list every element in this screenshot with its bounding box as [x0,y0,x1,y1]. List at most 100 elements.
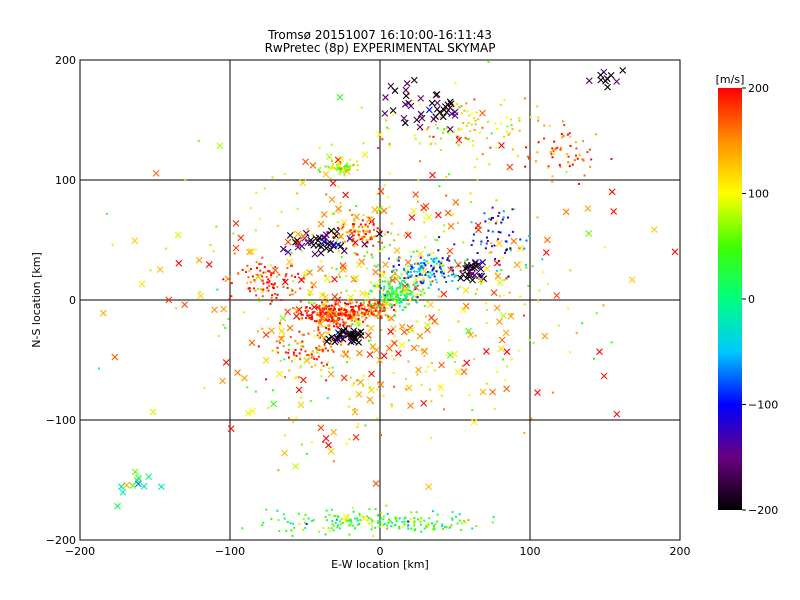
dot-marker [498,263,501,266]
x-marker [469,276,476,284]
y-tick-label: −100 [46,414,76,427]
dot-marker [367,303,370,306]
dot-marker [286,520,289,523]
dot-marker [347,405,350,408]
dot-marker [257,297,260,300]
dot-marker [391,294,394,297]
dot-marker [399,283,402,286]
x-marker [278,327,286,335]
x-marker [337,331,345,338]
dot-marker [376,417,379,420]
dot-marker [511,208,514,211]
dot-marker [399,257,402,260]
dot-marker [398,301,401,304]
x-marker [454,261,462,269]
dot-marker [387,283,390,286]
dot-marker [367,378,370,381]
x-marker [410,344,418,352]
dot-marker [197,139,200,142]
dot-marker [390,285,393,288]
dot-marker [326,310,329,313]
dot-marker [331,334,334,337]
dot-marker [313,310,316,313]
dot-marker [490,218,493,221]
dot-marker [434,278,437,281]
x-marker [123,481,130,489]
dot-marker [222,278,225,281]
dot-marker [328,530,331,533]
dot-marker [261,327,264,330]
dot-marker [439,264,442,267]
x-marker [149,408,157,416]
x-marker [463,262,471,269]
dot-marker [359,302,362,305]
dot-marker [379,287,382,290]
dot-marker [385,299,388,302]
dot-marker [410,267,413,270]
dot-marker [407,283,410,286]
dot-marker [566,133,569,136]
dot-marker [509,247,512,250]
x-marker [359,290,366,297]
dot-marker [410,291,413,294]
dot-marker [456,221,459,224]
dot-marker [348,299,351,302]
x-marker [297,401,305,409]
dot-marker [374,235,377,238]
dot-marker [445,354,448,357]
dot-marker [320,375,323,378]
x-marker [403,80,411,87]
dot-marker [246,386,249,389]
dot-marker [236,272,239,275]
dot-marker [324,335,327,338]
dot-marker [359,518,362,521]
dot-marker [440,394,443,397]
dot-marker [445,194,448,197]
dot-marker [341,167,344,170]
dot-marker [529,116,532,119]
dot-marker [388,206,391,209]
x-marker [364,331,372,339]
dot-marker [390,222,393,225]
x-marker [503,348,511,356]
x-marker [232,219,240,227]
x-marker [553,292,561,299]
dot-marker [374,285,377,288]
dot-marker [497,214,500,217]
dot-marker [294,291,297,294]
x-marker [348,229,356,237]
dot-marker [440,260,443,263]
dot-marker [356,160,359,163]
dot-marker [368,231,371,234]
dot-marker [557,324,560,327]
dot-marker [561,136,564,139]
x-marker [355,339,363,346]
dot-marker [493,408,496,411]
x-marker [410,76,418,84]
colorbar-label: [m/s] [716,73,745,86]
dot-marker [265,378,268,381]
dot-marker [410,527,413,530]
dot-marker [326,319,329,322]
dot-marker [420,265,423,268]
dot-marker [362,374,365,377]
dot-marker [310,282,313,285]
dot-marker [435,281,438,284]
dot-marker [230,295,233,298]
dot-marker [433,524,436,527]
dot-marker [307,517,310,520]
dot-marker [347,230,350,233]
dot-marker [419,103,422,106]
dot-marker [230,282,233,285]
dot-marker [371,519,374,522]
dot-marker [354,289,357,292]
x-marker [286,324,294,332]
dot-marker [441,264,444,267]
dot-marker [340,343,343,346]
dot-marker [383,309,386,312]
dot-marker [558,163,561,166]
dot-marker [282,286,285,289]
dot-marker [233,252,236,255]
dot-marker [541,258,544,261]
x-marker [361,151,369,159]
